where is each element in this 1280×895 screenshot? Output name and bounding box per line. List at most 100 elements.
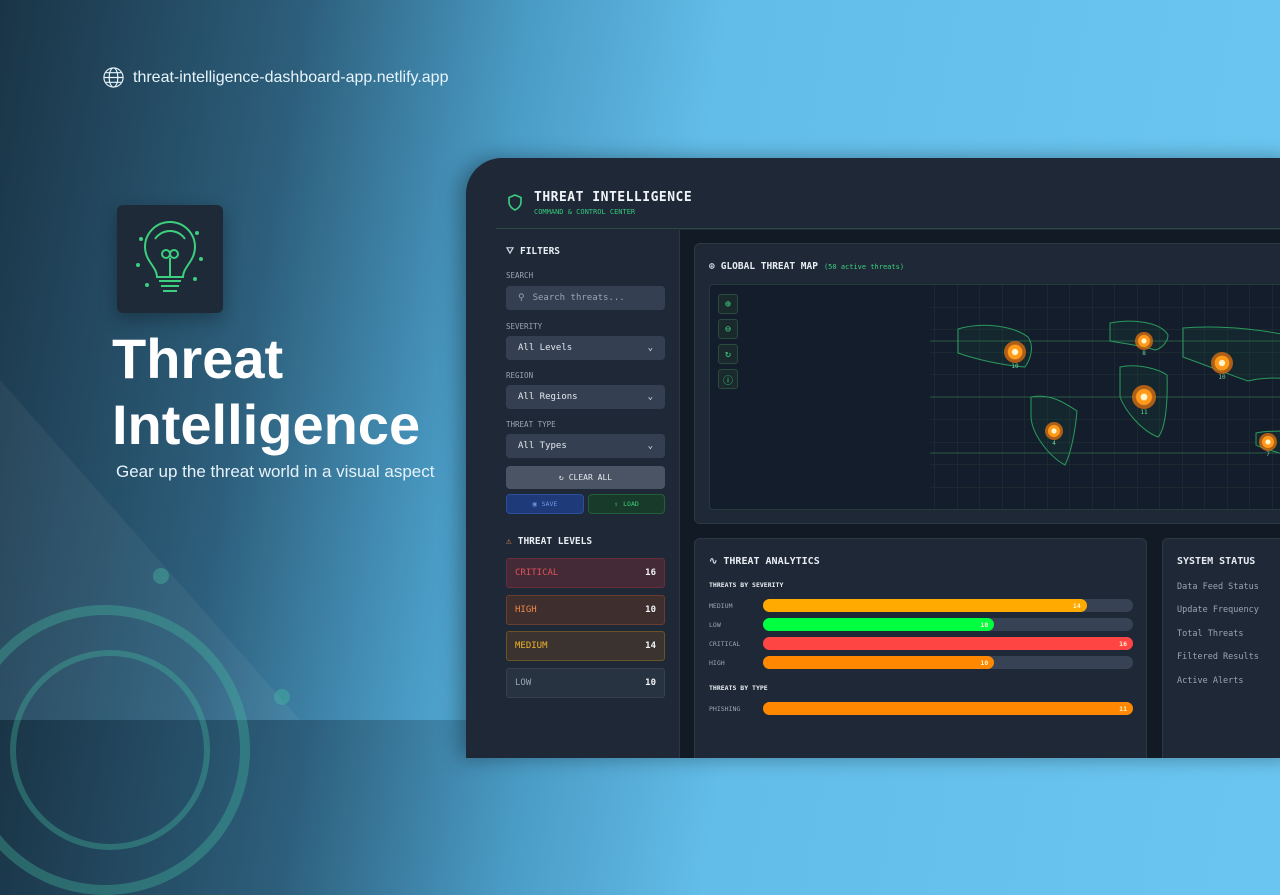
info-icon: ⓘ (723, 375, 733, 387)
threat-map-panel: ⊕ GLOBAL THREAT MAP (50 active threats) 10… (694, 243, 1280, 524)
region-label: REGION (506, 371, 534, 380)
marker-label: 10 (1218, 374, 1226, 381)
globe-icon (103, 67, 124, 88)
threat-level-critical[interactable]: CRITICAL 16 (506, 558, 665, 588)
bar-value: 10 (980, 621, 989, 629)
region-value: All Regions (518, 392, 578, 402)
threat-map-canvas[interactable]: 10 8 10 11 4 7 ⊕ ⊖ ↻ ⓘ (709, 284, 1280, 510)
threat-marker[interactable] (1132, 385, 1156, 409)
decorative-arc (10, 650, 210, 850)
shield-icon (508, 194, 522, 211)
hero-title: Threat Intelligence (112, 327, 421, 456)
threat-type-select[interactable]: All Types ⌄ (506, 434, 665, 458)
search-icon: ⚲ (518, 293, 525, 303)
severity-label: SEVERITY (506, 322, 543, 331)
level-label: LOW (515, 678, 532, 688)
level-count: 16 (645, 568, 656, 578)
system-status-panel: SYSTEM STATUS Data Feed Status Update Fr… (1162, 538, 1280, 758)
warning-icon: ⚠ (506, 536, 512, 547)
threat-type-label: THREAT TYPE (506, 420, 556, 429)
level-label: HIGH (515, 605, 537, 615)
status-data-feed: Data Feed Status (1177, 582, 1259, 592)
threat-marker[interactable] (1045, 422, 1063, 440)
map-heading: ⊕ GLOBAL THREAT MAP (50 active threats) (709, 261, 905, 272)
save-button[interactable]: ▣ SAVE (506, 494, 584, 514)
severity-value: All Levels (518, 343, 573, 353)
marker-label: 4 (1052, 440, 1056, 447)
status-active-alerts: Active Alerts (1177, 676, 1244, 686)
threat-marker[interactable] (1259, 433, 1277, 451)
threat-levels-heading: ⚠ THREAT LEVELS (506, 536, 593, 547)
zoom-out-button[interactable]: ⊖ (718, 319, 738, 339)
threat-analytics-panel: ∿ THREAT ANALYTICS THREATS BY SEVERITY ME… (694, 538, 1147, 758)
load-button[interactable]: ⇪ LOAD (588, 494, 665, 514)
app-title: THREAT INTELLIGENCE (534, 190, 693, 205)
search-placeholder: Search threats... (532, 293, 625, 303)
reset-icon: ↻ (724, 348, 732, 360)
app-logo (117, 205, 223, 313)
bar-track: 16 (763, 637, 1133, 650)
bar-row: PHISHING 11 (709, 702, 1133, 716)
bar-value: 10 (980, 659, 989, 667)
decorative-dot (274, 689, 290, 705)
zoom-out-icon: ⊖ (724, 323, 732, 335)
bar-row: MEDIUM 14 (709, 599, 1133, 613)
load-label: LOAD (623, 500, 639, 508)
dashboard-window: THREAT INTELLIGENCE COMMAND & CONTROL CE… (466, 158, 1280, 758)
bar-value: 16 (1119, 640, 1127, 648)
bar-fill: 16 (763, 637, 1133, 650)
app-header: THREAT INTELLIGENCE COMMAND & CONTROL CE… (496, 158, 1280, 229)
threat-marker[interactable] (1211, 352, 1233, 374)
severity-select[interactable]: All Levels ⌄ (506, 336, 665, 360)
bar-track: 10 (763, 618, 1133, 631)
status-filtered-results: Filtered Results (1177, 652, 1259, 662)
zoom-in-button[interactable]: ⊕ (718, 294, 738, 314)
active-threats-count: (50 active threats) (823, 262, 905, 271)
threat-marker[interactable] (1135, 332, 1153, 350)
chevron-down-icon: ⌄ (647, 392, 653, 402)
bar-label: PHISHING (709, 705, 741, 713)
site-url[interactable]: threat-intelligence-dashboard-app.netlif… (102, 66, 448, 89)
bar-value: 14 (1072, 602, 1081, 610)
filters-heading: ⛛ FILTERS (506, 246, 561, 257)
app-subtitle: COMMAND & CONTROL CENTER (534, 208, 636, 216)
map-svg (930, 285, 1280, 509)
marker-label: 7 (1266, 451, 1270, 458)
bar-row: CRITICAL 16 (709, 637, 1133, 651)
search-label: SEARCH (506, 271, 534, 280)
threat-level-high[interactable]: HIGH 10 (506, 595, 665, 625)
marker-label: 8 (1142, 350, 1146, 357)
filters-sidebar: ⛛ FILTERS SEARCH ⚲ Search threats... SEVER… (496, 230, 680, 758)
level-count: 10 (645, 605, 656, 615)
chevron-down-icon: ⌄ (647, 441, 653, 451)
level-count: 14 (645, 641, 656, 651)
bar-label: LOW (709, 621, 721, 629)
threat-level-medium[interactable]: MEDIUM 14 (506, 631, 665, 661)
save-label: SAVE (541, 500, 558, 508)
bar-label: CRITICAL (709, 640, 741, 648)
bar-value: 11 (1119, 705, 1127, 713)
region-select[interactable]: All Regions ⌄ (506, 385, 665, 409)
reset-view-button[interactable]: ↻ (718, 344, 738, 364)
globe-icon: ⊕ (709, 261, 715, 272)
bar-fill: 14 (763, 599, 1087, 612)
analytics-heading: ∿ THREAT ANALYTICS (709, 556, 820, 567)
info-button[interactable]: ⓘ (718, 369, 738, 389)
threat-level-low[interactable]: LOW 10 (506, 668, 665, 698)
bar-fill: 10 (763, 656, 995, 669)
threat-marker[interactable] (1004, 341, 1026, 363)
url-text: threat-intelligence-dashboard-app.netlif… (133, 68, 449, 86)
reset-icon: ↻ (558, 473, 564, 482)
upload-icon: ⇪ (614, 500, 619, 508)
clear-all-button[interactable]: ↻ CLEAR ALL (506, 466, 665, 489)
bar-track: 14 (763, 599, 1133, 612)
clear-all-label: CLEAR ALL (568, 473, 613, 482)
search-input[interactable]: ⚲ Search threats... (506, 286, 665, 310)
bar-track: 11 (763, 702, 1133, 715)
bar-row: LOW 10 (709, 618, 1133, 632)
marker-label: 11 (1140, 409, 1148, 416)
decorative-dot (153, 568, 169, 584)
system-status-heading: SYSTEM STATUS (1177, 556, 1256, 567)
threat-type-value: All Types (518, 441, 567, 451)
bar-label: HIGH (709, 659, 725, 667)
